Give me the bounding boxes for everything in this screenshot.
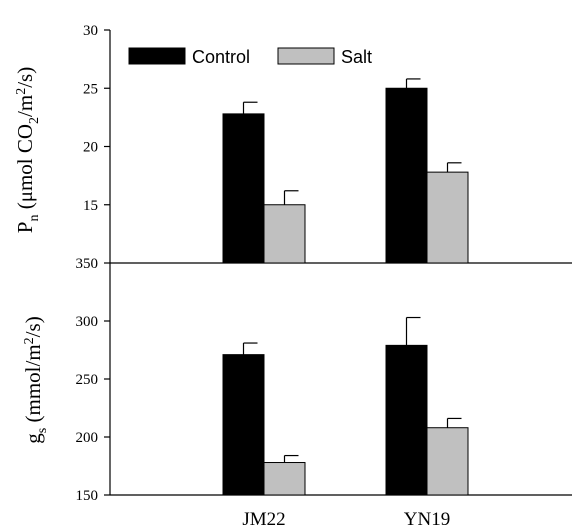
bar-0-control-yn19: [385, 87, 428, 264]
y-tick-label-0-30: 30: [83, 23, 98, 39]
bar-0-salt-jm22: [263, 204, 306, 264]
bar-1-salt-jm22: [263, 462, 306, 496]
bar-0-salt-yn19: [426, 171, 469, 264]
y-tick-label-1-150: 150: [76, 488, 99, 504]
y-tick-label-0-25: 25: [83, 81, 98, 97]
legend-label-control: Control: [192, 47, 250, 67]
legend-label-salt: Salt: [341, 47, 372, 67]
bar-1-salt-yn19: [426, 427, 469, 496]
legend-swatch-salt: [277, 47, 335, 65]
y-tick-label-1-300: 300: [76, 314, 99, 330]
bar-1-control-jm22: [222, 354, 265, 496]
category-label-yn19: YN19: [404, 509, 450, 530]
top-y-axis-title: Pn (μmol CO2/m2/s): [13, 67, 42, 233]
legend: Control Salt: [128, 47, 372, 67]
chart-marks: 15 20 25 30 150 200 250 300 350 JM22 YN19: [76, 23, 469, 530]
y-tick-label-1-350: 350: [76, 256, 99, 272]
y-tick-label-1-200: 200: [76, 430, 99, 446]
y-tick-label-1-250: 250: [76, 372, 99, 388]
legend-swatch-control: [128, 47, 186, 65]
category-label-jm22: JM22: [242, 509, 285, 530]
bottom-y-axis-title: gs (mmol/m2/s): [21, 316, 50, 443]
y-tick-label-0-20: 20: [83, 140, 98, 156]
bar-0-control-jm22: [222, 113, 265, 264]
bar-1-control-yn19: [385, 344, 428, 496]
y-tick-label-0-15: 15: [83, 198, 98, 214]
